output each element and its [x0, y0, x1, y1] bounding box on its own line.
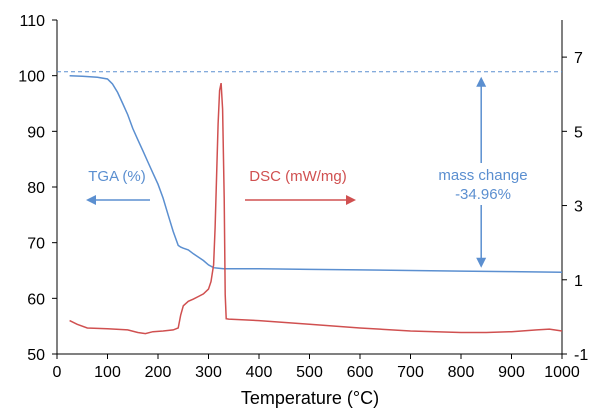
y-left-tick-label: 70	[27, 236, 45, 253]
mass-change-label: mass change	[438, 167, 527, 184]
y-left-ticks: 50 60 70 80 90 100 110	[18, 13, 57, 364]
x-tick-label: 400	[246, 364, 273, 381]
y-left-tick-label: 50	[27, 347, 45, 364]
y-right-tick-label: 3	[574, 199, 583, 216]
tga-arrow	[86, 195, 150, 205]
y-left-tick-label: 80	[27, 180, 45, 197]
mass-change-label-bg	[424, 163, 542, 205]
x-tick-label: 200	[145, 364, 172, 381]
y-right-tick-label: 1	[574, 273, 583, 290]
x-tick-label: 500	[296, 364, 323, 381]
dsc-label: DSC (mW/mg)	[249, 168, 347, 185]
x-tick-label: 900	[498, 364, 525, 381]
y-right-tick-label: -1	[574, 347, 588, 364]
y-left-tick-label: 90	[27, 124, 45, 141]
mass-change-value: -34.96%	[455, 186, 511, 203]
y-right-tick-label: 7	[574, 50, 583, 67]
x-tick-label: 0	[53, 364, 62, 381]
mass-change-arrow-head-up	[476, 76, 487, 87]
x-tick-label: 300	[195, 364, 222, 381]
x-tick-label: 100	[94, 364, 121, 381]
y-right-tick-label: 5	[574, 124, 583, 141]
x-tick-label: 600	[347, 364, 374, 381]
y-left-tick-label: 100	[18, 69, 45, 86]
dsc-arrow	[245, 195, 356, 205]
tga-label: TGA (%)	[88, 168, 146, 185]
x-tick-label: 700	[397, 364, 424, 381]
mass-change-arrow-head-down	[476, 257, 487, 268]
tga-series-line	[69, 74, 563, 273]
x-axis-title: Temperature (°C)	[241, 388, 379, 408]
y-left-tick-label: 60	[27, 291, 45, 308]
y-right-ticks: -1 1 3 5 7	[562, 50, 588, 364]
dsc-series-line	[69, 82, 563, 335]
x-ticks: 0 100 200 300 400 500 600 700 800 900 1000	[53, 354, 580, 381]
x-tick-label: 1000	[544, 364, 580, 381]
x-tick-label: 800	[448, 364, 475, 381]
y-left-tick-label: 110	[19, 13, 45, 30]
